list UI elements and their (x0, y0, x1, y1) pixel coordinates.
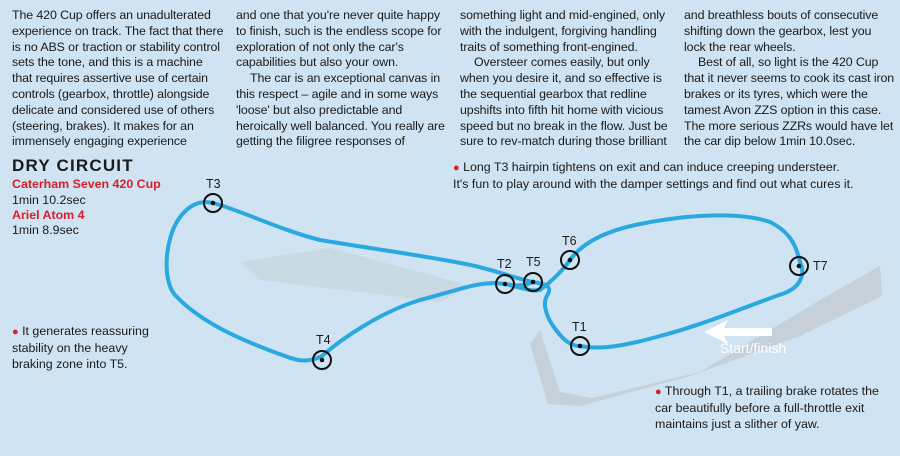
turn-label-t1: T1 (572, 320, 587, 334)
column-3-paragraph-1: something light and mid-engined, only wi… (460, 8, 666, 54)
turn-marker-t3: T3 (203, 177, 223, 213)
text-column-1: The 420 Cup offers an unadulterated expe… (12, 8, 224, 150)
turn-marker-t6: T6 (560, 234, 580, 270)
bullet-dot-icon: ● (655, 386, 662, 398)
note-t1-text: Through T1, a trailing brake rotates the… (655, 384, 879, 431)
start-finish-label: Start/finish (720, 340, 786, 356)
bullet-dot-icon: ● (12, 326, 19, 338)
turn-marker-t7: T7 (789, 256, 828, 276)
column-2-paragraph-2: The car is an exceptional canvas in this… (236, 71, 445, 149)
column-3-paragraph-2: Oversteer comes easily, but only when yo… (460, 55, 668, 149)
turn-marker-t2: T2 (495, 257, 515, 294)
turn-marker-t4: T4 (312, 333, 332, 370)
note-t3-line2: It's fun to play around with the damper … (453, 176, 854, 191)
column-1-paragraph: The 420 Cup offers an unadulterated expe… (12, 8, 224, 149)
car-name-ariel: Ariel Atom 4 (12, 208, 85, 222)
track-link (503, 280, 535, 288)
turn-marker-t1: T1 (570, 320, 590, 356)
start-finish-arrow (704, 320, 772, 344)
text-column-2: and one that you're never quite happy to… (236, 8, 448, 150)
track-line (164, 200, 805, 363)
note-t5-text: It generates reassuring stability on the… (12, 324, 149, 371)
note-t3: ● Long T3 hairpin tightens on exit and c… (453, 160, 893, 193)
car-name-caterham: Caterham Seven 420 Cup (12, 177, 161, 191)
note-t3-line1: Long T3 hairpin tightens on exit and can… (463, 160, 840, 174)
note-t1: ● Through T1, a trailing brake rotates t… (655, 384, 880, 432)
turn-label-t2: T2 (497, 257, 512, 271)
lap-time-caterham: 1min 10.2sec (12, 193, 86, 207)
turn-label-t3: T3 (206, 177, 221, 191)
note-t5: ● It generates reassuring stability on t… (12, 324, 152, 372)
column-2-paragraph-1: and one that you're never quite happy to… (236, 8, 442, 70)
turn-label-t5: T5 (526, 255, 541, 269)
text-column-3: something light and mid-engined, only wi… (460, 8, 672, 150)
text-column-4: and breathless bouts of consecutive shif… (684, 8, 896, 150)
turn-label-t4: T4 (316, 333, 331, 347)
bullet-dot-icon: ● (453, 162, 460, 174)
column-4-paragraph-1: and breathless bouts of consecutive shif… (684, 8, 879, 54)
dry-circuit-heading: DRY CIRCUIT (12, 156, 134, 175)
turn-label-t6: T6 (562, 234, 577, 248)
column-4-paragraph-2: Best of all, so light is the 420 Cup tha… (684, 55, 895, 149)
lap-time-ariel: 1min 8.9sec (12, 223, 79, 237)
turn-marker-t5: T5 (523, 255, 543, 292)
runoff-area-left (240, 248, 470, 302)
turn-label-t7: T7 (813, 259, 828, 273)
